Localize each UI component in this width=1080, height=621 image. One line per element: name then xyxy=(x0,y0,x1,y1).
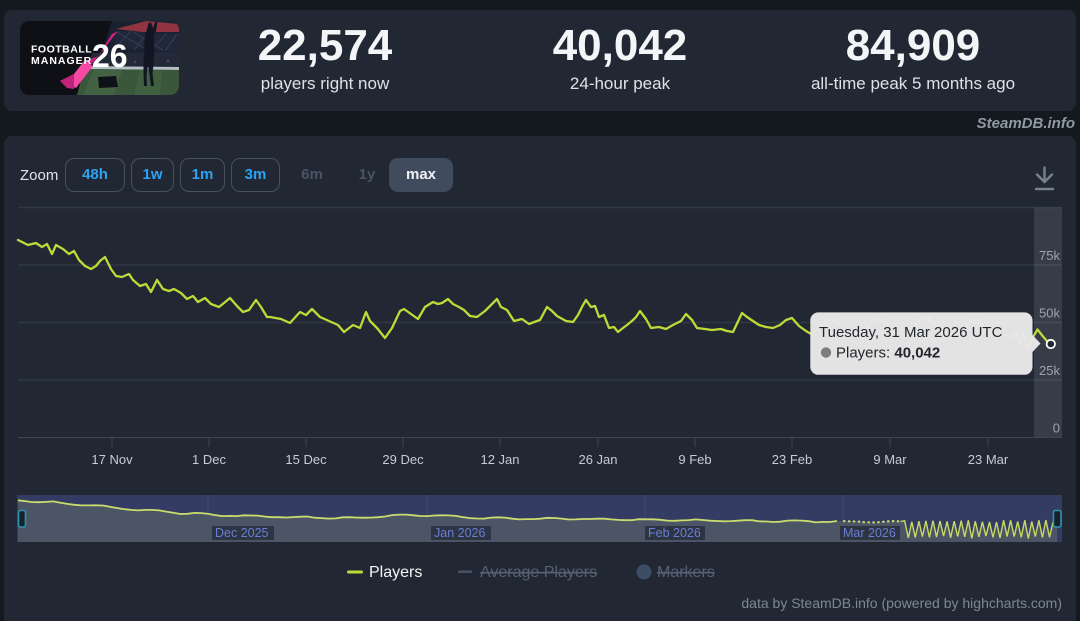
svg-text:23 Mar: 23 Mar xyxy=(968,452,1009,467)
svg-text:data by SteamDB.info (powered: data by SteamDB.info (powered by highcha… xyxy=(741,595,1062,611)
svg-text:Markers: Markers xyxy=(657,564,715,581)
svg-text:23 Feb: 23 Feb xyxy=(772,452,812,467)
svg-text:Average Players: Average Players xyxy=(480,564,597,581)
svg-text:25k: 25k xyxy=(1039,363,1060,378)
svg-text:1 Dec: 1 Dec xyxy=(192,452,226,467)
svg-text:Dec 2025: Dec 2025 xyxy=(215,526,269,540)
svg-text:9 Feb: 9 Feb xyxy=(678,452,711,467)
svg-text:12 Jan: 12 Jan xyxy=(480,452,519,467)
svg-text:Mar 2026: Mar 2026 xyxy=(843,526,896,540)
svg-text:Players: 40,042: Players: 40,042 xyxy=(836,345,940,362)
svg-text:Players: Players xyxy=(369,564,422,581)
svg-text:Tuesday, 31 Mar 2026 UTC: Tuesday, 31 Mar 2026 UTC xyxy=(819,324,1003,341)
svg-text:75k: 75k xyxy=(1039,248,1060,263)
svg-text:15 Dec: 15 Dec xyxy=(285,452,327,467)
svg-text:26 Jan: 26 Jan xyxy=(578,452,617,467)
svg-text:26: 26 xyxy=(92,38,128,74)
svg-text:MANAGER: MANAGER xyxy=(31,55,92,67)
svg-text:17 Nov: 17 Nov xyxy=(91,452,133,467)
svg-text:Jan 2026: Jan 2026 xyxy=(434,526,485,540)
svg-text:29 Dec: 29 Dec xyxy=(382,452,424,467)
svg-text:50k: 50k xyxy=(1039,306,1060,321)
svg-text:0: 0 xyxy=(1053,421,1060,436)
svg-text:FOOTBALL: FOOTBALL xyxy=(31,44,92,56)
svg-text:9 Mar: 9 Mar xyxy=(873,452,907,467)
svg-text:Feb 2026: Feb 2026 xyxy=(648,526,701,540)
